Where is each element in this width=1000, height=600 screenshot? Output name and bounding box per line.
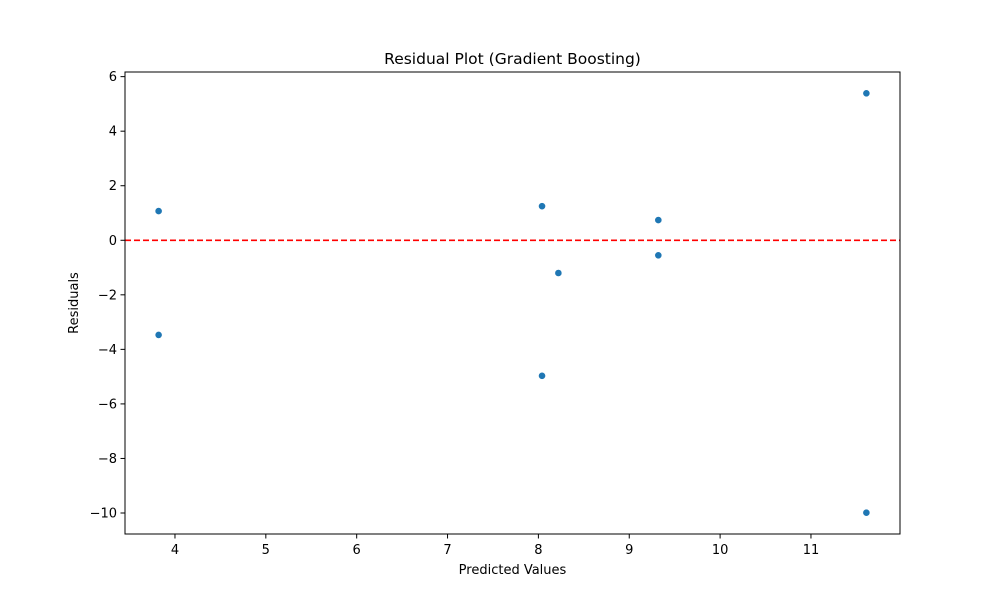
x-axis-label: Predicted Values bbox=[459, 563, 567, 578]
data-point bbox=[654, 216, 663, 224]
data-point bbox=[154, 331, 163, 339]
x-axis: 4 5 6 7 8 9 10 11 bbox=[171, 534, 819, 558]
y-axis: −10 −8 −6 −4 −2 0 2 4 6 bbox=[90, 70, 125, 522]
data-point bbox=[154, 207, 163, 215]
x-tick-label: 4 bbox=[171, 543, 179, 558]
y-tick-label: 6 bbox=[109, 70, 117, 85]
x-tick-label: 9 bbox=[625, 543, 633, 558]
y-tick-label: −8 bbox=[98, 452, 117, 467]
y-tick-label: 2 bbox=[109, 179, 117, 194]
data-point bbox=[554, 269, 563, 277]
y-tick-label: −6 bbox=[98, 397, 117, 412]
y-tick-label: −10 bbox=[90, 507, 117, 522]
chart-title: Residual Plot (Gradient Boosting) bbox=[384, 50, 641, 68]
data-point bbox=[538, 202, 546, 211]
data-point bbox=[538, 371, 546, 380]
plot-frame bbox=[124, 71, 901, 535]
y-tick-label: −4 bbox=[98, 343, 117, 358]
plot-area bbox=[125, 89, 900, 517]
x-tick-label: 5 bbox=[262, 543, 270, 558]
y-axis-label: Residuals bbox=[67, 272, 82, 334]
x-tick-label: 6 bbox=[353, 543, 361, 558]
y-tick-label: 4 bbox=[109, 125, 117, 140]
data-point bbox=[862, 89, 871, 98]
data-point bbox=[862, 508, 871, 517]
x-tick-label: 8 bbox=[534, 543, 542, 558]
x-tick-label: 7 bbox=[443, 543, 451, 558]
y-tick-label: 0 bbox=[109, 234, 117, 249]
data-point bbox=[654, 251, 663, 260]
x-tick-label: 11 bbox=[803, 543, 820, 558]
x-tick-label: 10 bbox=[712, 543, 729, 558]
y-tick-label: −2 bbox=[98, 288, 117, 303]
